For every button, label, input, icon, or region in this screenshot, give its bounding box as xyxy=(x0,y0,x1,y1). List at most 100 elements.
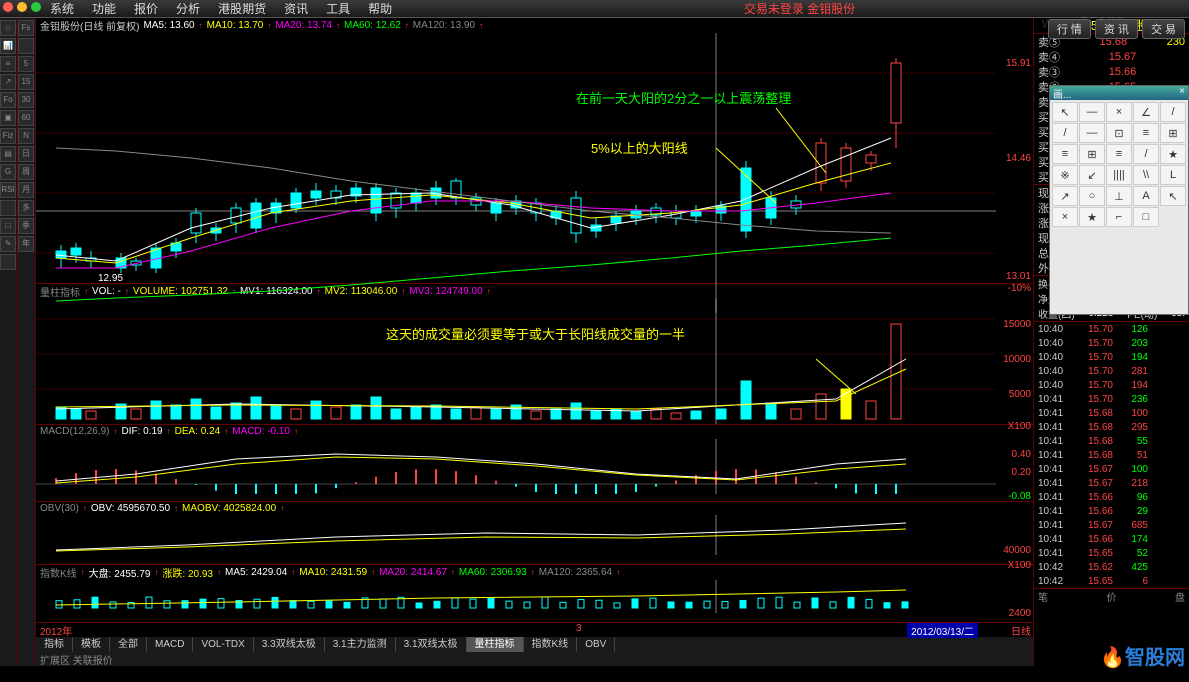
index-header: 指数K线↑大盘: 2455.79↑涨跌: 20.93↑MA5: 2429.04↑… xyxy=(36,565,1033,580)
draw-tool-14[interactable]: ★ xyxy=(1160,144,1186,164)
draw-tool-13[interactable]: / xyxy=(1133,144,1159,164)
tab-全部[interactable]: 全部 xyxy=(110,637,147,652)
tool-13[interactable] xyxy=(0,254,16,270)
tab-3.3双线太极[interactable]: 3.3双线太极 xyxy=(254,637,325,652)
orderbook-row[interactable]: 卖④15.67 xyxy=(1034,49,1189,64)
obv-chart[interactable]: 40000X100 xyxy=(36,515,1033,564)
tab-模板[interactable]: 模板 xyxy=(73,637,110,652)
draw-tool-6[interactable]: — xyxy=(1079,123,1105,143)
tool-2[interactable]: ≡ xyxy=(0,56,16,72)
tab-MACD[interactable]: MACD xyxy=(147,637,193,652)
trade-row: 10:4115.67100 xyxy=(1034,462,1189,476)
draw-tool-24[interactable]: ↖ xyxy=(1160,186,1186,206)
footer-row: 笔价盘 xyxy=(1034,589,1189,604)
macd-chart[interactable]: 0.400.20-0.08 xyxy=(36,439,1033,502)
tool-11[interactable]: □ xyxy=(0,218,16,234)
volume-chart[interactable]: 15000100005000X100 这天的成交量必须要等于或大于长阳线成交量的… xyxy=(36,299,1033,425)
window-close[interactable] xyxy=(3,2,13,12)
index-chart[interactable]: 2400 xyxy=(36,580,1033,623)
draw-tool-1[interactable]: — xyxy=(1079,102,1105,122)
draw-tool-19[interactable]: L xyxy=(1160,165,1186,185)
draw-tool-4[interactable]: / xyxy=(1160,102,1186,122)
period-5[interactable]: 5 xyxy=(18,56,34,72)
tool-8[interactable]: G xyxy=(0,164,16,180)
period-月[interactable]: 月 xyxy=(18,182,34,198)
draw-tool-9[interactable]: ⊞ xyxy=(1160,123,1186,143)
draw-tool-15[interactable]: ※ xyxy=(1052,165,1078,185)
draw-tool-5[interactable]: / xyxy=(1052,123,1078,143)
draw-tool-23[interactable]: A xyxy=(1133,186,1159,206)
period-[interactable] xyxy=(18,38,34,54)
window-zoom[interactable] xyxy=(31,2,41,12)
orderbook-row[interactable]: 卖③15.66 xyxy=(1034,64,1189,79)
menu-analysis[interactable]: 分析 xyxy=(176,0,200,17)
draw-tool-0[interactable]: ↖ xyxy=(1052,102,1078,122)
tool-0[interactable]: ☆ xyxy=(0,20,16,36)
draw-tool-28[interactable]: □ xyxy=(1133,207,1159,227)
tab-量柱指标[interactable]: 量柱指标 xyxy=(467,637,524,652)
menubar: 系统 功能 报价 分析 港股期货 资讯 工具 帮助 交易未登录 金钼股份 xyxy=(0,0,1189,18)
draw-tool-22[interactable]: ⊥ xyxy=(1106,186,1132,206)
draw-tool-21[interactable]: ○ xyxy=(1079,186,1105,206)
period-60[interactable]: 60 xyxy=(18,110,34,126)
tool-6[interactable]: Fiz xyxy=(0,128,16,144)
draw-tool-2[interactable]: × xyxy=(1106,102,1132,122)
period-年[interactable]: 年 xyxy=(18,236,34,252)
draw-tool-12[interactable]: ≡ xyxy=(1106,144,1132,164)
draw-tool-20[interactable]: ↗ xyxy=(1052,186,1078,206)
tool-10[interactable] xyxy=(0,200,16,216)
tab-trade-btn[interactable]: 交 易 xyxy=(1142,19,1185,39)
draw-tool-10[interactable]: ≡ xyxy=(1052,144,1078,164)
draw-tool-26[interactable]: ★ xyxy=(1079,207,1105,227)
trade-row: 10:4215.62425 xyxy=(1034,560,1189,574)
period-Fs[interactable]: Fs xyxy=(18,20,34,36)
draw-tool-17[interactable]: |||| xyxy=(1106,165,1132,185)
period-多[interactable]: 多 xyxy=(18,200,34,216)
draw-tool-11[interactable]: ⊞ xyxy=(1079,144,1105,164)
trade-row: 10:4115.67685 xyxy=(1034,518,1189,532)
tab-3.1主力监测[interactable]: 3.1主力监测 xyxy=(325,637,396,652)
chart-region: 金钼股份(日线 前复权)MA5: 13.60↑MA10: 13.70↑MA20:… xyxy=(36,18,1033,666)
main-candlestick-chart[interactable]: 15.9114.4613.01-10% 在前一天大阳的2分之一以上震荡整理 5%… xyxy=(36,33,1033,284)
period-N[interactable]: N xyxy=(18,128,34,144)
tool-7[interactable]: ▤ xyxy=(0,146,16,162)
tool-1[interactable]: 📊 xyxy=(0,38,16,54)
drawing-tools-palette[interactable]: 画... × ↖—×∠//—⊡≡⊞≡⊞≡/★※↙||||\\L↗○⊥A↖×★⌐□ xyxy=(1049,85,1189,315)
draw-tool-3[interactable]: ∠ xyxy=(1133,102,1159,122)
trade-row: 10:4115.6629 xyxy=(1034,504,1189,518)
period-周[interactable]: 周 xyxy=(18,164,34,180)
tab-3.1双线太极[interactable]: 3.1双线太极 xyxy=(396,637,467,652)
tab-market-btn[interactable]: 行 情 xyxy=(1048,19,1091,39)
period-15[interactable]: 15 xyxy=(18,74,34,90)
draw-tool-18[interactable]: \\ xyxy=(1133,165,1159,185)
trade-row: 10:4015.70194 xyxy=(1034,350,1189,364)
tool-5[interactable]: ▣ xyxy=(0,110,16,126)
trade-row: 10:4115.6851 xyxy=(1034,448,1189,462)
tab-指标[interactable]: 指标 xyxy=(36,637,73,652)
menu-info[interactable]: 资讯 xyxy=(284,0,308,17)
tool-3[interactable]: ↗ xyxy=(0,74,16,90)
draw-tool-16[interactable]: ↙ xyxy=(1079,165,1105,185)
tab-info-btn[interactable]: 资 讯 xyxy=(1095,19,1138,39)
menu-tools[interactable]: 工具 xyxy=(326,0,350,17)
window-minimize[interactable] xyxy=(17,2,27,12)
menu-hk-futures[interactable]: 港股期货 xyxy=(218,0,266,17)
menu-help[interactable]: 帮助 xyxy=(368,0,392,17)
left-toolbar: ☆ 📊 ≡ ↗ Fo ▣ Fiz ▤ G RSI □ ✎ xyxy=(0,18,18,666)
tool-12[interactable]: ✎ xyxy=(0,236,16,252)
tool-9[interactable]: RSI xyxy=(0,182,16,198)
draw-tool-7[interactable]: ⊡ xyxy=(1106,123,1132,143)
period-季[interactable]: 季 xyxy=(18,218,34,234)
tab-指数K线[interactable]: 指数K线 xyxy=(524,637,578,652)
tab-OBV[interactable]: OBV xyxy=(577,637,615,652)
period-30[interactable]: 30 xyxy=(18,92,34,108)
draw-tool-25[interactable]: × xyxy=(1052,207,1078,227)
draw-tool-27[interactable]: ⌐ xyxy=(1106,207,1132,227)
draw-tool-8[interactable]: ≡ xyxy=(1133,123,1159,143)
tool-4[interactable]: Fo xyxy=(0,92,16,108)
period-日[interactable]: 日 xyxy=(18,146,34,162)
menu-quote[interactable]: 报价 xyxy=(134,0,158,17)
menu-system[interactable]: 系统 xyxy=(50,0,74,17)
tab-VOL-TDX[interactable]: VOL-TDX xyxy=(193,637,253,652)
menu-function[interactable]: 功能 xyxy=(92,0,116,17)
